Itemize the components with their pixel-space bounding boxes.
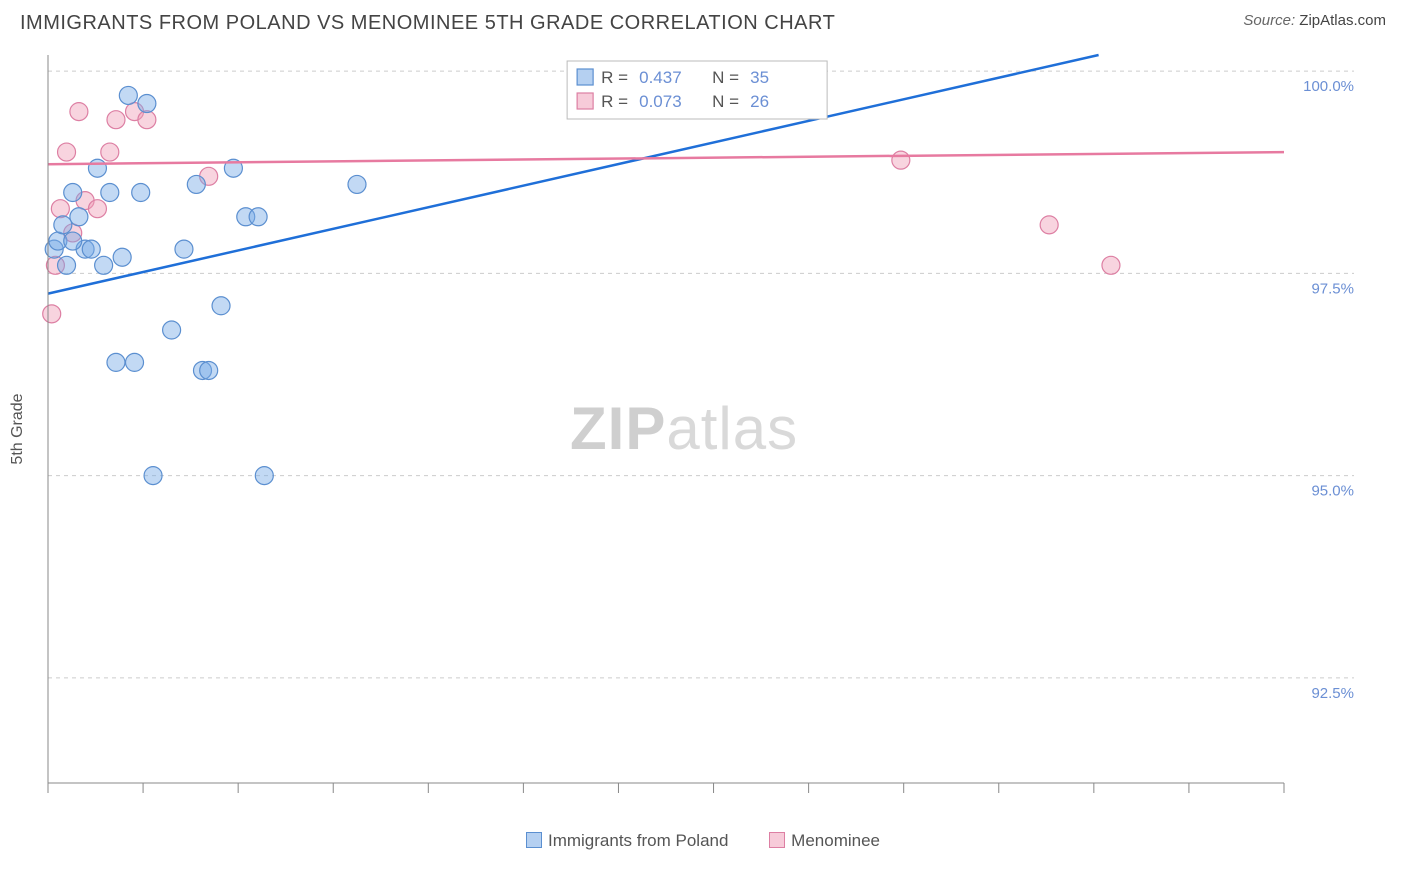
legend-item-pink: Menominee — [769, 831, 880, 850]
source-attribution: Source: ZipAtlas.com — [1243, 12, 1386, 29]
svg-text:R =: R = — [601, 68, 628, 87]
svg-text:N =: N = — [712, 68, 739, 87]
source-label: Source: — [1243, 12, 1299, 29]
svg-text:0.437: 0.437 — [639, 68, 682, 87]
legend-swatch-pink — [769, 832, 785, 848]
correlation-scatter-chart: 92.5%95.0%97.5%100.0%ZIPatlas0.0%100.0%R… — [20, 49, 1380, 809]
svg-text:N =: N = — [712, 92, 739, 111]
svg-text:ZIPatlas: ZIPatlas — [570, 395, 798, 462]
legend-label-pink: Menominee — [791, 831, 880, 850]
svg-text:97.5%: 97.5% — [1311, 280, 1354, 297]
page-title: IMMIGRANTS FROM POLAND VS MENOMINEE 5TH … — [20, 12, 835, 35]
y-axis-label: 5th Grade — [9, 393, 27, 464]
legend-swatch-blue — [526, 832, 542, 848]
svg-text:92.5%: 92.5% — [1311, 685, 1354, 702]
svg-text:0.073: 0.073 — [639, 92, 682, 111]
legend-item-blue: Immigrants from Poland — [526, 831, 733, 850]
source-value: ZipAtlas.com — [1299, 12, 1386, 29]
svg-text:26: 26 — [750, 92, 769, 111]
svg-text:35: 35 — [750, 68, 769, 87]
chart-container: 5th Grade 92.5%95.0%97.5%100.0%ZIPatlas0… — [20, 49, 1386, 809]
svg-text:R =: R = — [601, 92, 628, 111]
svg-text:100.0%: 100.0% — [1303, 78, 1354, 95]
bottom-legend: Immigrants from Poland Menominee — [20, 831, 1386, 851]
legend-label-blue: Immigrants from Poland — [548, 831, 728, 850]
svg-text:95.0%: 95.0% — [1311, 483, 1354, 500]
